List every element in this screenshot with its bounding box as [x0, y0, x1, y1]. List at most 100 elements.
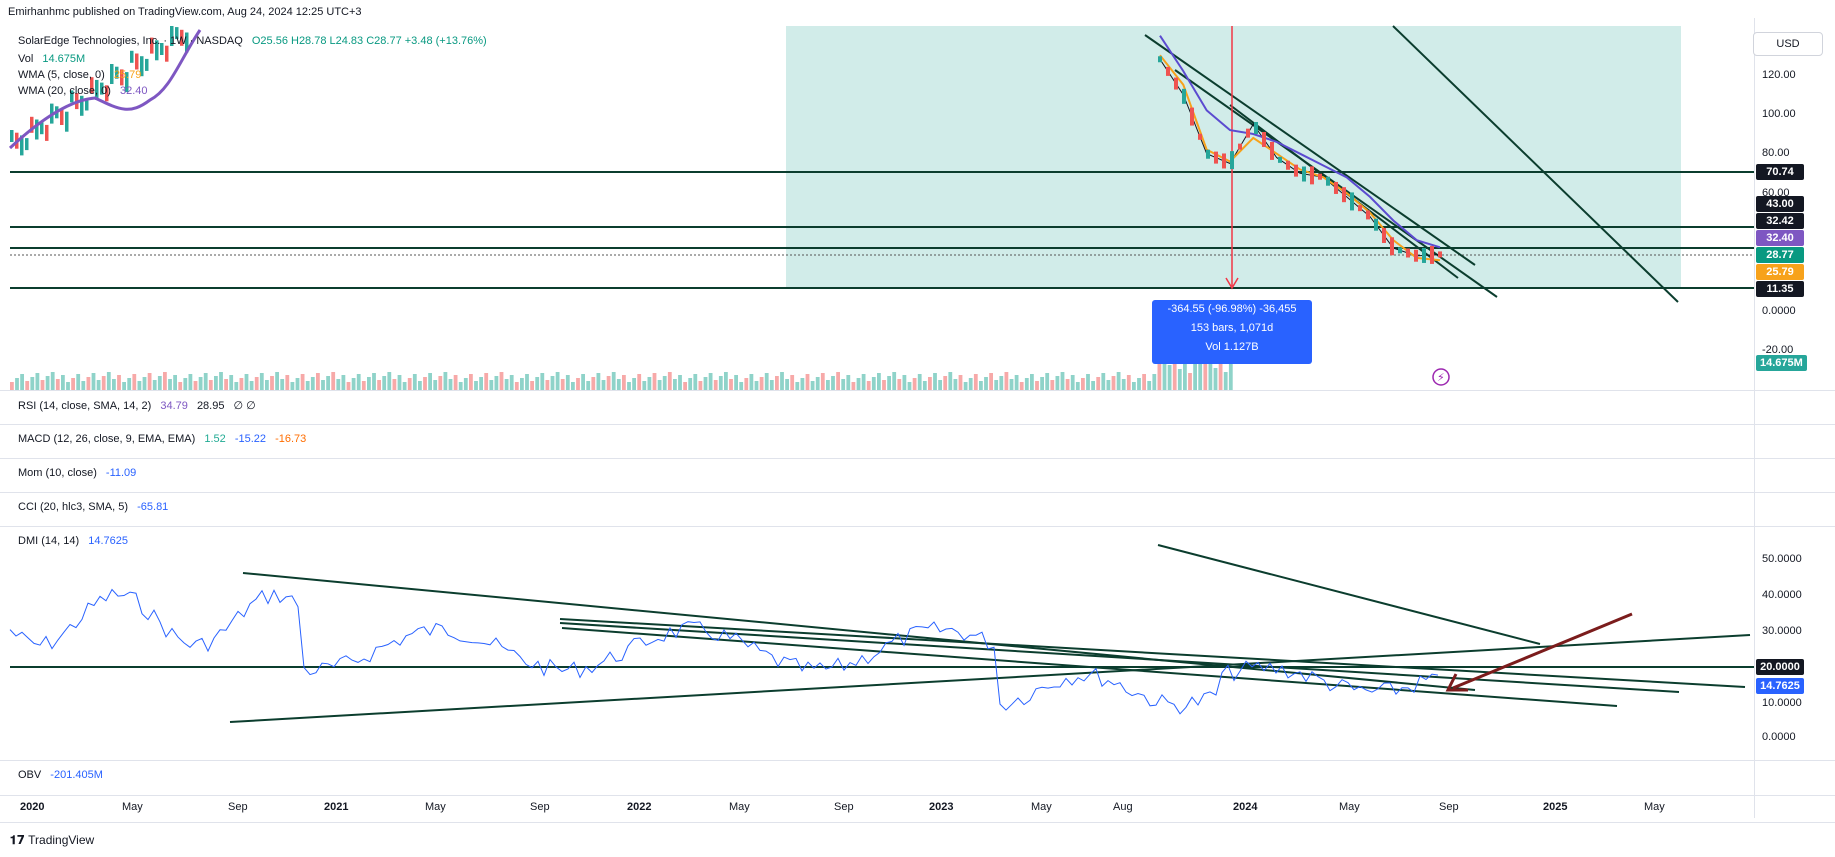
volume-bar [1203, 364, 1208, 390]
pane-separator[interactable] [0, 492, 1835, 493]
volume-bar [1193, 360, 1197, 390]
early-candle [35, 119, 39, 140]
volume-bar [647, 377, 652, 390]
volume-bar [749, 374, 754, 390]
early-candle [20, 135, 24, 156]
wma5-value: 25.79 [113, 69, 142, 81]
volume-bar [361, 381, 366, 390]
obv-legend[interactable]: OBV -201.405M [18, 769, 103, 781]
candle [1286, 160, 1290, 170]
dmi-trend-6 [559, 618, 1746, 688]
candle [1374, 218, 1378, 231]
volume-bar [163, 372, 167, 390]
pane-separator[interactable] [0, 458, 1835, 459]
brand-footer[interactable]: 𝟏𝟳 TradingView [10, 833, 94, 848]
time-label: Sep [530, 801, 550, 813]
pane-separator[interactable] [0, 760, 1835, 761]
volume-bar [341, 375, 346, 390]
symbol-legend[interactable]: SolarEdge Technologies, Inc. · 1W · NASD… [18, 35, 487, 47]
price-badge-11: 11.35 [1756, 281, 1804, 297]
candle [1358, 205, 1362, 212]
early-candle [120, 69, 124, 86]
volume-bar [61, 375, 65, 390]
pane-separator[interactable] [0, 526, 1835, 527]
volume-bar [412, 374, 417, 390]
wma20-legend[interactable]: WMA (20, close, 0) 32.40 [18, 85, 148, 97]
macd-legend[interactable]: MACD (12, 26, close, 9, EMA, EMA) 1.52 -… [18, 433, 306, 445]
volume-bar [1126, 375, 1131, 390]
price-badge-close: 28.77 [1756, 247, 1804, 263]
volume-bar [1223, 372, 1228, 390]
volume-legend[interactable]: Vol 14.675M [18, 53, 85, 65]
volume-bar [1183, 356, 1187, 390]
candle [1334, 181, 1338, 194]
candle [1430, 245, 1434, 264]
volume-bar [1019, 382, 1024, 390]
volume-bar [86, 377, 91, 390]
volume-bar [892, 372, 897, 390]
volume-bar [856, 378, 861, 390]
candle [1294, 164, 1298, 177]
volume-bar [973, 374, 978, 390]
volume-bar [632, 378, 636, 390]
early-candle [95, 79, 99, 100]
currency-selector[interactable]: USD [1753, 32, 1823, 56]
pane-separator[interactable] [0, 390, 1835, 391]
candle [1398, 247, 1402, 254]
volume-bar [178, 382, 183, 390]
dmi-trend-1 [242, 572, 1476, 691]
volume-label: Vol [18, 53, 34, 65]
candle [1254, 121, 1258, 134]
pane-separator[interactable] [0, 795, 1835, 796]
dmi-trend-3 [561, 627, 1618, 707]
volume-bar [40, 380, 45, 390]
rsi-legend[interactable]: RSI (14, close, SMA, 14, 2) 34.79 28.95 … [18, 399, 256, 412]
price-badge-wma20: 32.40 [1756, 230, 1804, 246]
pane-separator[interactable] [0, 424, 1835, 425]
wma5-legend[interactable]: WMA (5, close, 0) 25.79 [18, 69, 141, 81]
volume-bar [922, 381, 927, 390]
volume-bar [387, 372, 392, 390]
volume-bar [815, 377, 820, 390]
volume-bar [1177, 369, 1182, 390]
volume-bar [800, 378, 805, 390]
symbol-name[interactable]: SolarEdge Technologies, Inc. · 1W · NASD… [18, 35, 243, 47]
volume-bar [846, 375, 851, 390]
early-candle [175, 27, 179, 40]
time-label: 2025 [1543, 801, 1568, 813]
volume-bar [1009, 379, 1014, 390]
volume-bar [555, 372, 560, 390]
volume-bar [836, 372, 840, 390]
candle [1310, 166, 1314, 185]
dmi-badge-current: 14.7625 [1756, 678, 1804, 694]
volume-bar [208, 380, 213, 390]
volume-bar [305, 381, 310, 390]
mom-legend[interactable]: Mom (10, close) -11.09 [18, 467, 136, 479]
volume-bar [642, 381, 647, 390]
volume-bar [1172, 352, 1177, 390]
volume-bar [1081, 378, 1085, 390]
candle [1326, 176, 1330, 186]
volume-bar [805, 374, 810, 390]
volume-bar [759, 377, 764, 390]
volume-bar [310, 377, 315, 390]
volume-bar [601, 380, 606, 390]
early-candle [30, 116, 34, 133]
dmi-legend[interactable]: DMI (14, 14) 14.7625 [18, 535, 128, 547]
dmi-label: DMI (14, 14) [18, 535, 80, 547]
volume-bar [397, 375, 402, 390]
time-label: 2024 [1233, 801, 1258, 813]
volume-bar [581, 374, 585, 390]
volume-bar [137, 381, 142, 390]
volume-bar [1188, 373, 1192, 390]
volume-bar [76, 374, 81, 390]
volume-bar [106, 372, 111, 390]
cci-legend[interactable]: CCI (20, hlc3, SMA, 5) -65.81 [18, 501, 168, 513]
volume-bar [887, 376, 891, 390]
early-candle [130, 50, 134, 63]
candle [1390, 237, 1394, 256]
volume-bar [882, 380, 886, 390]
obv-value: -201.405M [50, 769, 103, 781]
candle [1174, 77, 1178, 90]
